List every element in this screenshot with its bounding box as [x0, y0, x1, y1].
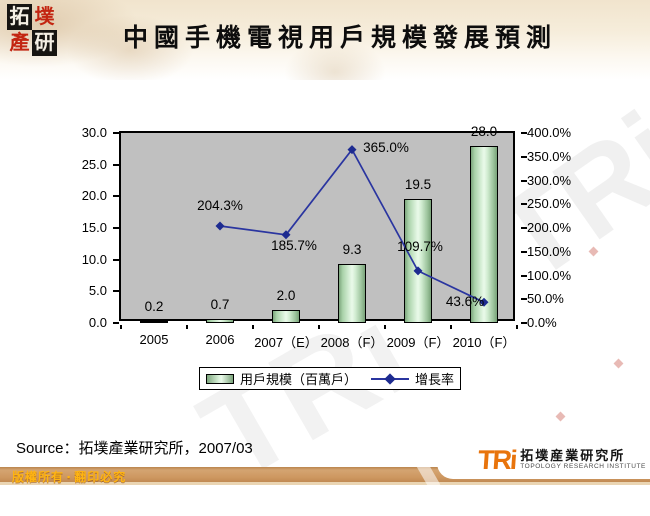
x-axis-tick: [120, 325, 122, 329]
footer-substrip: [0, 481, 650, 485]
right-axis-tick: [521, 179, 527, 182]
x-axis-category-label: 2008（F）: [320, 335, 384, 350]
right-axis-tick-label: 250.0%: [527, 196, 572, 212]
right-axis-tick: [521, 298, 527, 301]
right-axis-tick-label: 0.0%: [527, 315, 557, 330]
right-axis-tick: [521, 203, 527, 206]
right-axis-tick: [521, 155, 527, 158]
tri-logo-abbr: TRi: [476, 444, 517, 475]
left-axis-tick: [113, 258, 119, 261]
bar-2007（E）: [272, 310, 300, 323]
tri-logo-english: TOPOLOGY RESEARCH INSTITUTE: [520, 463, 646, 471]
left-axis-tick-label: 10.0: [81, 251, 107, 267]
legend-line-swatch: [371, 372, 409, 385]
left-axis-tick: [113, 322, 119, 324]
left-axis-tick-label: 25.0: [81, 156, 107, 172]
left-axis-tick: [113, 290, 119, 293]
right-axis-tick-label: 50.0%: [527, 291, 564, 307]
right-axis-tick-label: 400.0%: [527, 125, 572, 140]
line-value-label: 109.7%: [397, 238, 443, 254]
copyright-text: 版權所有 ▪ 翻印必究: [12, 468, 126, 485]
line-value-label: 43.6%: [445, 294, 485, 310]
tri-logo: TRi 拓墣産業研究所 TOPOLOGY RESEARCH INSTITUTE: [437, 443, 650, 479]
legend-line-label: 增長率: [415, 372, 455, 387]
x-axis-tick: [186, 325, 188, 329]
seal-char: 墣: [34, 6, 55, 28]
x-axis-tick: [450, 325, 452, 329]
diamond-marker-icon: [384, 372, 396, 385]
x-axis-category-label: 2006: [205, 332, 235, 347]
x-axis-category-label: 2007（E）: [254, 335, 318, 350]
line-value-label: 365.0%: [363, 139, 409, 155]
copyright-left: 版權所有: [12, 470, 65, 484]
bar-value-label: 28.0: [470, 124, 498, 139]
right-axis-tick: [521, 274, 527, 277]
bar-2008（F）: [338, 264, 366, 323]
left-axis-tick-label: 20.0: [81, 188, 107, 204]
bar-value-label: 19.5: [404, 177, 432, 192]
x-axis-category-label: 2010（F）: [452, 335, 516, 350]
seal-char: 產: [9, 32, 30, 54]
seal-char: 拓: [7, 4, 32, 30]
left-axis-tick: [113, 163, 119, 166]
left-axis-tick-label: 5.0: [88, 283, 107, 299]
x-axis-tick: [252, 325, 254, 329]
bar-2006: [206, 319, 234, 323]
page-title: 中國手機電視用戶規模發展預測: [122, 25, 557, 52]
combo-chart: 30.0 25.0 20.0 15.0 10.0 5.0 0.0 400.0% 350.0% 30…: [81, 124, 572, 350]
left-axis-tick: [113, 132, 119, 134]
right-axis-tick: [521, 250, 527, 253]
right-axis-tick: [521, 227, 527, 229]
right-axis-tick-label: 350.0%: [527, 148, 572, 164]
seal-char: 研: [32, 30, 57, 56]
bar-2005: [140, 321, 168, 323]
x-axis-category-label: 2009（F）: [386, 335, 450, 350]
line-value-label: 185.7%: [271, 237, 317, 253]
right-axis-tick-label: 300.0%: [527, 172, 572, 188]
right-axis-tick: [521, 322, 527, 324]
x-axis-tick: [318, 325, 320, 329]
x-axis-category-label: 2005: [139, 332, 169, 347]
legend-bar-swatch: [205, 373, 234, 384]
bar-value-label: 2.0: [276, 288, 296, 303]
header-band: [0, 0, 650, 80]
right-axis-tick-label: 100.0%: [527, 267, 572, 283]
x-axis-tick: [516, 325, 518, 329]
tri-seal-logo: 拓 墣 產 研: [7, 4, 59, 58]
copyright-separator-icon: ▪: [67, 472, 72, 482]
right-axis-tick: [521, 132, 527, 134]
left-axis-tick-label: 15.0: [81, 220, 107, 235]
bar-value-label: 0.2: [144, 299, 164, 314]
left-axis-tick: [113, 227, 119, 229]
copyright-right: 翻印必究: [74, 470, 127, 484]
bar-value-label: 0.7: [210, 297, 230, 312]
chart-legend: 用戶規模（百萬戶） 增長率: [199, 367, 461, 390]
legend-bar-label: 用戶規模（百萬戶）: [239, 372, 357, 387]
right-axis-tick-label: 150.0%: [527, 243, 572, 259]
right-axis-tick-label: 200.0%: [527, 220, 572, 235]
left-axis-tick: [113, 195, 119, 198]
tri-logo-chinese: 拓墣産業研究所: [520, 448, 626, 464]
line-value-label: 204.3%: [197, 197, 243, 213]
source-text: Source：拓墣產業研究所，2007/03: [16, 440, 253, 457]
left-axis-tick-label: 30.0: [81, 125, 107, 140]
x-axis-tick: [384, 325, 386, 329]
left-axis-tick-label: 0.0: [88, 315, 107, 330]
